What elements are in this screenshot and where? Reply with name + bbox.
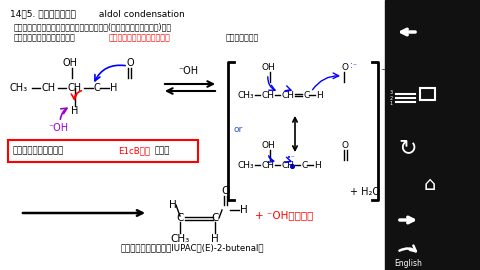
Text: OH: OH [62,58,77,68]
Text: CH₃: CH₃ [237,90,253,100]
Text: 加熱や酸、塩基などの作用で: 加熱や酸、塩基などの作用で [14,33,76,42]
Text: CH: CH [67,83,81,93]
Text: C: C [94,83,101,93]
Text: :⁻: :⁻ [350,61,357,70]
Text: O: O [342,141,349,150]
Text: 3
2
1: 3 2 1 [390,90,393,106]
Text: H: H [316,90,323,100]
Text: O: O [221,186,229,196]
Text: C: C [303,90,309,100]
Text: 脱水反応（結果として縮合）: 脱水反応（結果として縮合） [109,33,171,42]
Text: H: H [211,234,219,244]
Text: C: C [176,213,184,223]
Text: CH: CH [281,160,294,170]
Text: CH: CH [281,90,294,100]
Text: OH: OH [261,63,275,72]
Bar [420,88,435,100]
Text: O: O [126,58,134,68]
Text: or: or [234,126,243,134]
Text: + ⁻OH（再生）: + ⁻OH（再生） [255,210,313,220]
Text: CH: CH [41,83,55,93]
Text: •⁻: •⁻ [287,155,295,161]
Text: H: H [314,160,321,170]
Text: H: H [72,106,79,116]
Text: English: English [394,258,422,268]
Text: と呼ぶ: と呼ぶ [155,147,170,156]
Text: H: H [169,200,177,210]
Text: CH₃: CH₃ [237,160,253,170]
Text: O: O [342,63,349,72]
Text: H: H [240,205,248,215]
Text: 14－5. アルドール縮合        aldol condensation: 14－5. アルドール縮合 aldol condensation [10,9,185,18]
Text: + H₂O: + H₂O [350,187,380,197]
Bar [8,140,198,162]
Text: C: C [211,213,219,223]
Text: C: C [301,160,307,170]
Text: ⁻OH: ⁻OH [48,123,68,133]
Bar [385,0,480,270]
Text: CH₃: CH₃ [170,234,190,244]
Text: E1cB反応: E1cB反応 [118,147,150,156]
Text: H: H [110,83,118,93]
Text: OH: OH [261,141,275,150]
Text: を起こしやすい: を起こしやすい [226,33,259,42]
Text: ⁻: ⁻ [380,66,386,79]
Text: CH: CH [261,160,274,170]
Text: アルドール反応で生成したアルドール生成物(ヒドロキシアルデヒド)は、: アルドール反応で生成したアルドール生成物(ヒドロキシアルデヒド)は、 [14,22,172,31]
Text: ⁻OH: ⁻OH [178,66,198,76]
Text: CH₃: CH₃ [10,83,28,93]
Text: CH: CH [261,90,274,100]
Text: ↻: ↻ [399,138,417,158]
Text: ⌂: ⌂ [424,176,436,194]
Text: この形式の脱離反応を: この形式の脱離反応を [13,147,64,156]
Text: クロトンアルデヒド（IUPAC：(E)-2-butenal）: クロトンアルデヒド（IUPAC：(E)-2-butenal） [120,244,264,252]
